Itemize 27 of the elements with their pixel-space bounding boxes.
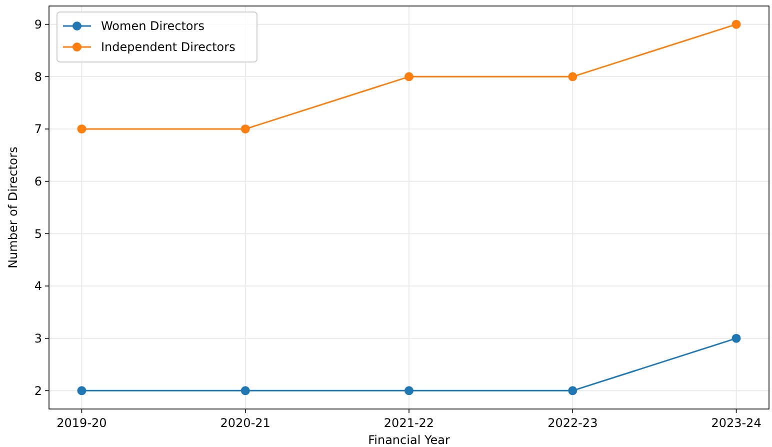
y-tick-label: 6 (34, 174, 42, 189)
y-tick-label: 7 (34, 122, 42, 136)
x-tick-label: 2019-20 (56, 416, 107, 430)
point (732, 20, 741, 29)
point (568, 72, 578, 82)
x-axis-title: Financial Year (368, 433, 450, 447)
point (568, 386, 578, 396)
y-axis-title: Number of Directors (6, 146, 20, 268)
point (404, 72, 414, 82)
x-tick-label: 2023-24 (711, 416, 762, 430)
point (240, 124, 250, 134)
point (240, 386, 250, 396)
x-tick-label: 2020-21 (220, 416, 270, 430)
point (732, 334, 741, 343)
point (77, 386, 86, 396)
y-tick-label: 9 (34, 18, 42, 32)
x-tick-label: 2022-23 (548, 416, 598, 430)
point (404, 386, 414, 396)
y-tick-label: 3 (34, 332, 42, 346)
point (77, 124, 86, 134)
y-tick-label: 5 (34, 226, 42, 241)
y-tick-label: 4 (34, 279, 42, 294)
y-tick-label: 2 (34, 384, 42, 398)
legend-label: Women Directors (101, 19, 204, 34)
y-tick-label: 8 (34, 70, 42, 84)
legend-label: Independent Directors (101, 40, 236, 54)
x-tick-label: 2021-22 (384, 416, 434, 430)
